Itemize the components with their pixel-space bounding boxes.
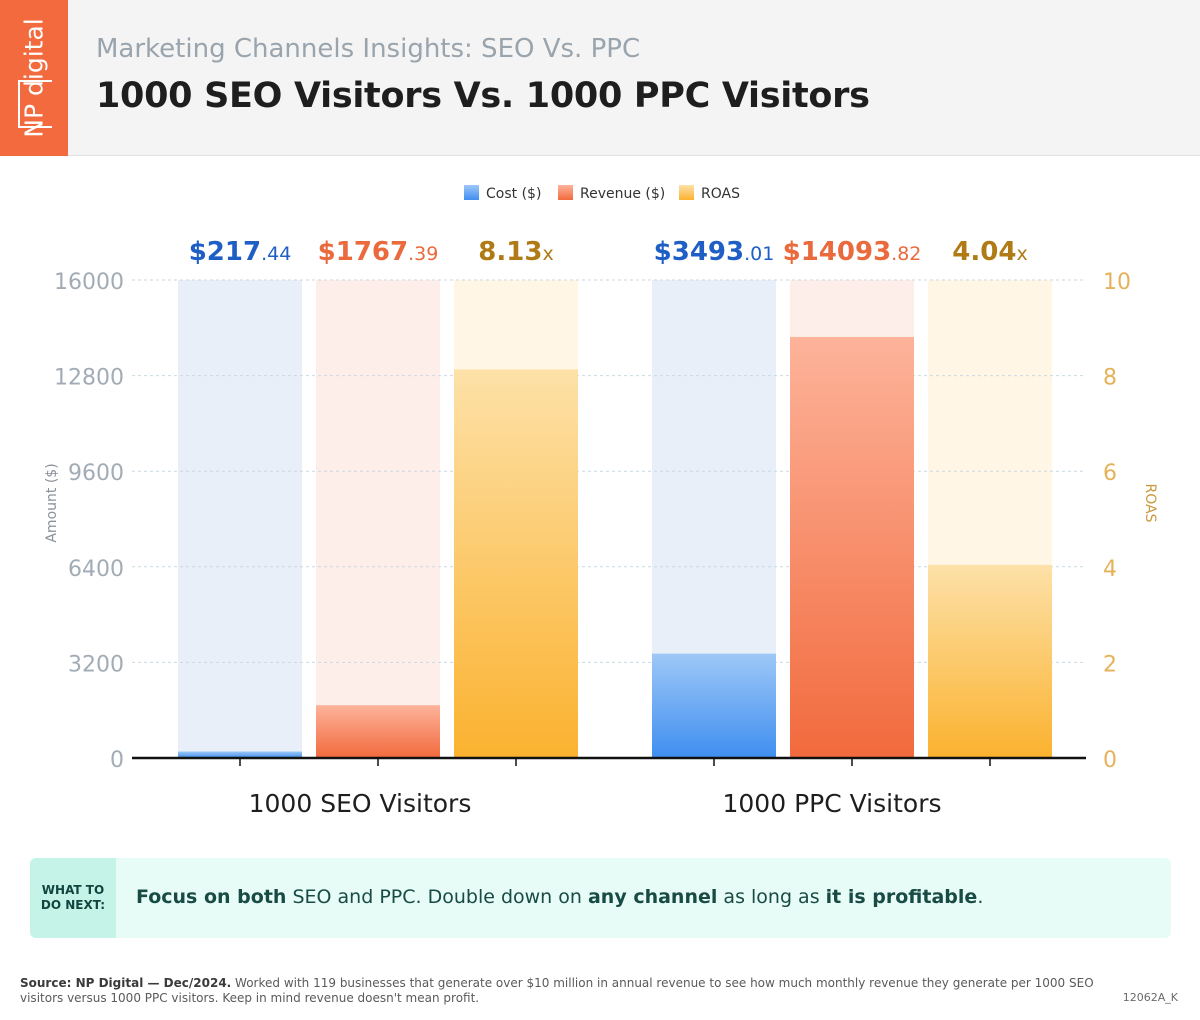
source-text: Worked with 119 businesses that generate… [20,976,1094,1005]
bar-revenue [316,705,440,758]
bar-background [316,280,440,758]
y-tick-label: 16000 [54,270,124,295]
y-right-tick-label: 0 [1103,748,1117,773]
next-steps-text-2: SEO and PPC. Double down on [286,886,588,908]
legend-label: Cost ($) [486,186,541,202]
page-subtitle: Marketing Channels Insights: SEO Vs. PPC [96,34,641,64]
logo-frame [18,80,52,128]
bar-cost [178,751,302,758]
y-right-axis-title: ROAS [1142,484,1158,523]
source-label: Source: NP Digital — Dec/2024. [20,976,232,990]
data-label: $1767.39 [318,237,439,267]
y-right-tick-label: 4 [1103,557,1117,582]
bar-background [178,280,302,758]
y-tick-label: 12800 [54,366,124,391]
legend-swatch [558,185,573,200]
legend-swatch [679,185,694,200]
bar-cost [652,653,776,758]
next-steps-bold-3: any channel [587,886,718,908]
data-label: 8.13x [478,237,553,267]
y-right-tick-label: 10 [1103,270,1131,295]
bar-chart: $217.44 $1767.39 8.13x $3493.01 $14093.82 4.0… [44,185,1158,818]
y-right-tick-label: 6 [1103,461,1117,486]
logo-text: NP digital [19,18,49,138]
y-right-tick-label: 2 [1103,652,1117,677]
next-steps-label: WHAT TO DO NEXT: [30,858,116,938]
page-title: 1000 SEO Visitors Vs. 1000 PPC Visitors [96,76,870,116]
header: NP digital Marketing Channels Insights: … [0,0,1200,156]
next-steps-text-6: . [977,886,984,908]
y-tick-label: 3200 [68,652,124,677]
data-label: 4.04x [952,237,1027,267]
legend-label: Revenue ($) [580,186,665,202]
legend-swatch [464,185,479,200]
np-digital-logo: NP digital [0,0,68,156]
category-label: 1000 SEO Visitors [249,789,472,818]
y-tick-label: 6400 [68,557,124,582]
y-tick-label: 0 [110,748,124,773]
bar-roas [454,369,578,758]
next-steps-panel: WHAT TO DO NEXT: Focus on both SEO and P… [30,858,1171,938]
graphic-code: 12062A_K [1122,991,1178,1004]
legend-label: ROAS [701,186,740,202]
next-steps-text-4: as long as [717,886,826,908]
category-label: 1000 PPC Visitors [723,789,942,818]
y-axis-title: Amount ($) [44,463,60,542]
next-steps-bold-1: Focus on both [136,886,287,908]
next-steps-bold-5: it is profitable [825,886,978,908]
y-tick-label: 9600 [68,461,124,486]
data-label: $217.44 [189,237,292,267]
next-steps-text: Focus on both SEO and PPC. Double down o… [136,886,983,908]
data-label: $3493.01 [654,237,775,267]
bar-roas [928,564,1052,758]
bar-revenue [790,336,914,758]
data-label: $14093.82 [783,237,922,267]
source-note: Source: NP Digital — Dec/2024. Worked wi… [20,976,1100,1006]
y-right-tick-label: 8 [1103,366,1117,391]
